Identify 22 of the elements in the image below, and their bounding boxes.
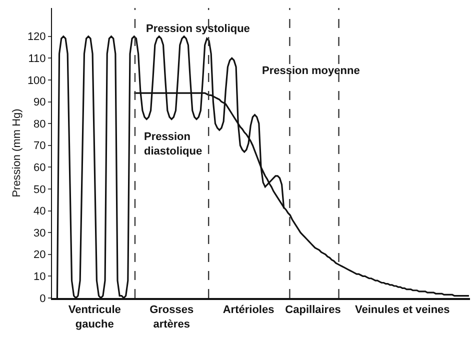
y-tick-label: 70 — [34, 140, 46, 152]
y-tick-label: 0 — [40, 292, 46, 305]
x-tick-label: Artérioles — [222, 304, 274, 316]
y-tick-label: 10 — [34, 271, 46, 284]
x-tick-label: Capillaires — [285, 304, 341, 316]
x-tick-label: Ventricule gauche — [68, 304, 121, 330]
y-tick-label: 100 — [27, 74, 46, 87]
y-tick-label: 90 — [34, 96, 46, 109]
y-axis-title: Pression (mm Hg) — [11, 108, 24, 198]
x-tick-label: Veinules et veines — [355, 304, 450, 316]
y-tick-label: 30 — [34, 227, 46, 240]
y-tick-label: 50 — [34, 184, 46, 196]
x-tick-label: Grosses artères — [150, 304, 194, 330]
y-tick-label: 80 — [34, 118, 46, 130]
annotation: Pression diastolique — [144, 131, 202, 158]
y-tick-label: 60 — [34, 162, 46, 174]
y-tick-label: 120 — [27, 31, 46, 44]
y-tick-label: 20 — [34, 249, 46, 262]
y-tick-label: 40 — [34, 206, 46, 218]
annotation: Pression systolique — [146, 23, 250, 35]
y-tick-label: 110 — [28, 53, 46, 65]
annotation: Pression moyenne — [262, 65, 360, 77]
